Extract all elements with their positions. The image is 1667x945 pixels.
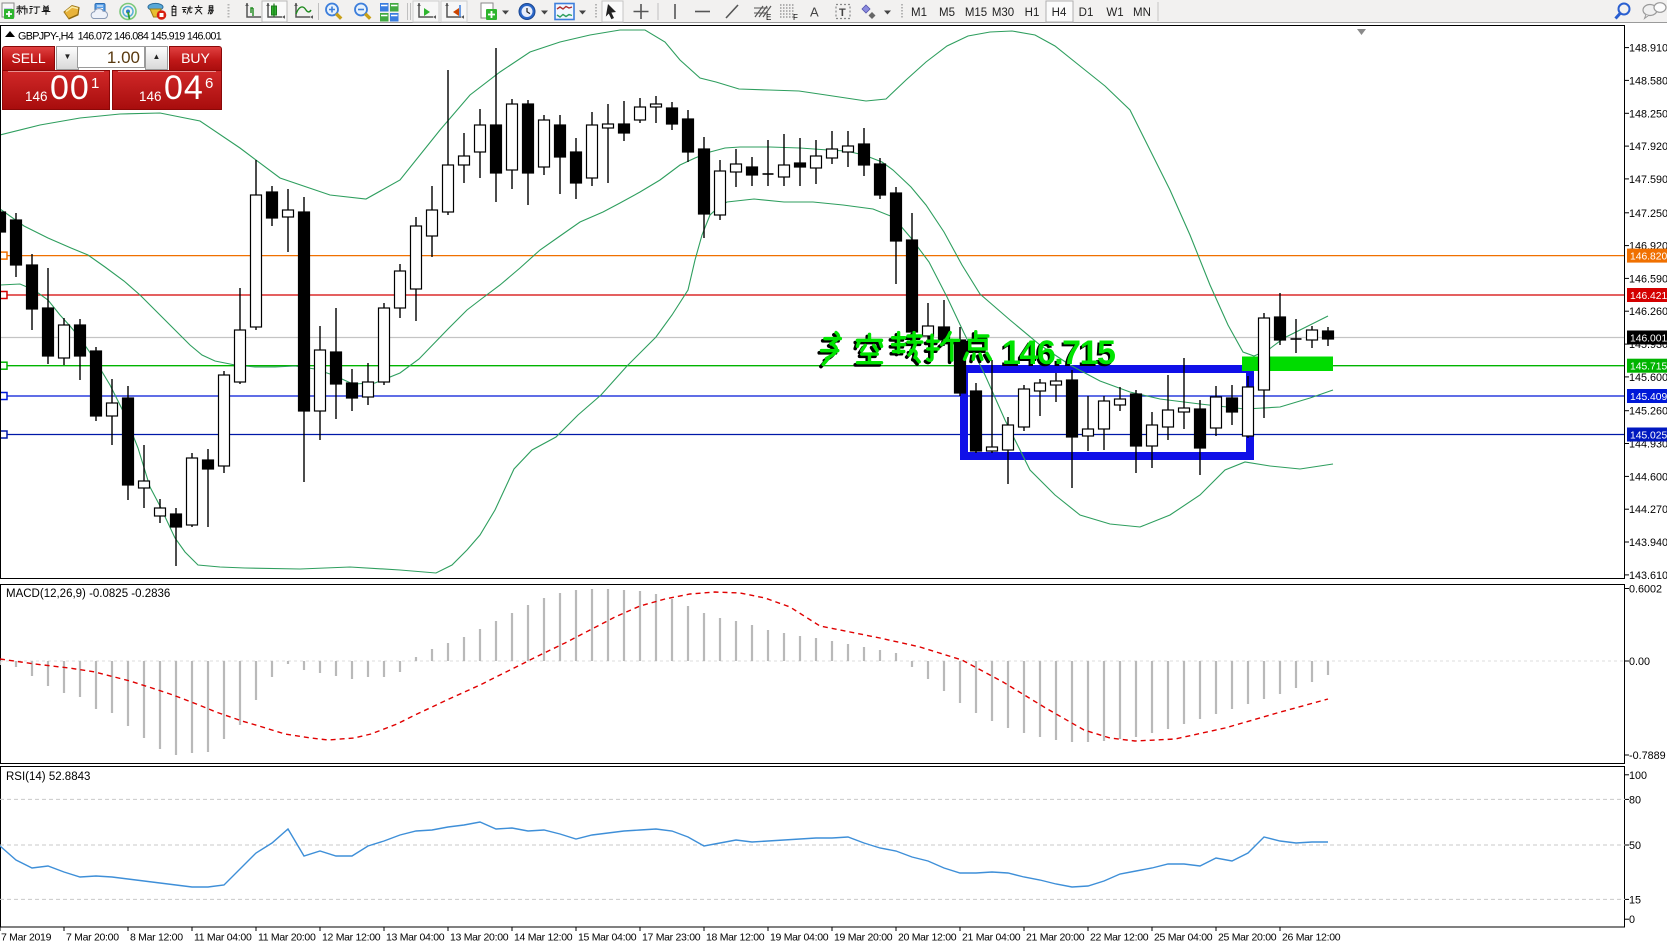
svg-text:MACD(12,26,9) -0.0825 -0.2836: MACD(12,26,9) -0.0825 -0.2836 <box>6 588 170 600</box>
svg-text:GBPJPY-,H4 146.072 146.084 14: GBPJPY-,H4 146.072 146.084 145.919 146.0… <box>18 31 222 43</box>
svg-text:19 Mar 04:00: 19 Mar 04:00 <box>770 932 829 944</box>
svg-text:148.250: 148.250 <box>1629 108 1667 120</box>
svg-text:0.00: 0.00 <box>1629 656 1650 668</box>
svg-text:A: A <box>810 5 819 20</box>
svg-text:0.6002: 0.6002 <box>1629 584 1662 596</box>
svg-text:19 Mar 20:00: 19 Mar 20:00 <box>834 932 893 944</box>
svg-text:22 Mar 12:00: 22 Mar 12:00 <box>1090 932 1149 944</box>
svg-text:W1: W1 <box>1106 7 1123 19</box>
svg-text:14 Mar 12:00: 14 Mar 12:00 <box>514 932 573 944</box>
svg-text:15: 15 <box>1629 894 1641 906</box>
svg-text:H1: H1 <box>1025 7 1040 19</box>
svg-text:M1: M1 <box>911 7 927 19</box>
svg-text:-0.7889: -0.7889 <box>1629 750 1666 762</box>
svg-text:7 Mar 20:00: 7 Mar 20:00 <box>66 932 119 944</box>
svg-text:146.715: 146.715 <box>1002 334 1115 372</box>
svg-text:M30: M30 <box>992 7 1014 19</box>
svg-text:13 Mar 04:00: 13 Mar 04:00 <box>386 932 445 944</box>
svg-text:RSI(14) 52.8843: RSI(14) 52.8843 <box>6 771 90 783</box>
svg-text:100: 100 <box>1629 770 1647 782</box>
svg-text:7 Mar 2019: 7 Mar 2019 <box>1 932 52 944</box>
svg-text:145.025: 145.025 <box>1630 431 1667 442</box>
svg-text:80: 80 <box>1629 794 1641 806</box>
svg-text:18 Mar 12:00: 18 Mar 12:00 <box>706 932 765 944</box>
svg-text:146.820: 146.820 <box>1630 252 1667 263</box>
svg-text:143.940: 143.940 <box>1629 537 1667 549</box>
svg-text:17 Mar 23:00: 17 Mar 23:00 <box>642 932 701 944</box>
svg-text:D1: D1 <box>1079 7 1094 19</box>
svg-text:145.409: 145.409 <box>1630 392 1667 403</box>
svg-text:11 Mar 20:00: 11 Mar 20:00 <box>258 932 316 944</box>
svg-text:145.260: 145.260 <box>1629 406 1667 418</box>
svg-text:12 Mar 12:00: 12 Mar 12:00 <box>322 932 381 944</box>
svg-text:T: T <box>839 7 846 19</box>
svg-text:15 Mar 04:00: 15 Mar 04:00 <box>578 932 637 944</box>
svg-text:25 Mar 04:00: 25 Mar 04:00 <box>1154 932 1213 944</box>
svg-text:146.001: 146.001 <box>1630 334 1667 345</box>
svg-text:0: 0 <box>1629 914 1635 926</box>
svg-text:145.600: 145.600 <box>1629 372 1667 384</box>
svg-text:148.580: 148.580 <box>1629 75 1667 87</box>
svg-text:143.610: 143.610 <box>1629 570 1667 582</box>
svg-text:20 Mar 12:00: 20 Mar 12:00 <box>898 932 957 944</box>
svg-text:147.920: 147.920 <box>1629 141 1667 153</box>
svg-text:147.250: 147.250 <box>1629 208 1667 220</box>
svg-text:M15: M15 <box>965 7 987 19</box>
svg-text:13 Mar 20:00: 13 Mar 20:00 <box>450 932 509 944</box>
svg-text:H4: H4 <box>1052 7 1067 19</box>
svg-text:144.270: 144.270 <box>1629 504 1667 516</box>
svg-text:146.421: 146.421 <box>1630 291 1667 302</box>
svg-text:E: E <box>766 13 771 22</box>
svg-text:25 Mar 20:00: 25 Mar 20:00 <box>1218 932 1277 944</box>
svg-text:146.715: 146.715 <box>1000 336 1113 374</box>
svg-text:145.715: 145.715 <box>1630 362 1667 373</box>
svg-text:146.260: 146.260 <box>1629 306 1667 318</box>
svg-text:M5: M5 <box>939 7 955 19</box>
svg-text:MN: MN <box>1133 7 1151 19</box>
svg-text:148.910: 148.910 <box>1629 43 1667 55</box>
svg-text:F: F <box>793 13 798 22</box>
svg-text:50: 50 <box>1629 840 1641 852</box>
svg-text:21 Mar 04:00: 21 Mar 04:00 <box>962 932 1021 944</box>
svg-text:21 Mar 20:00: 21 Mar 20:00 <box>1026 932 1085 944</box>
svg-text:11 Mar 04:00: 11 Mar 04:00 <box>194 932 252 944</box>
svg-text:8 Mar 12:00: 8 Mar 12:00 <box>130 932 183 944</box>
svg-text:147.590: 147.590 <box>1629 174 1667 186</box>
svg-text:146.590: 146.590 <box>1629 273 1667 285</box>
svg-text:144.600: 144.600 <box>1629 471 1667 483</box>
svg-text:26 Mar 12:00: 26 Mar 12:00 <box>1282 932 1341 944</box>
